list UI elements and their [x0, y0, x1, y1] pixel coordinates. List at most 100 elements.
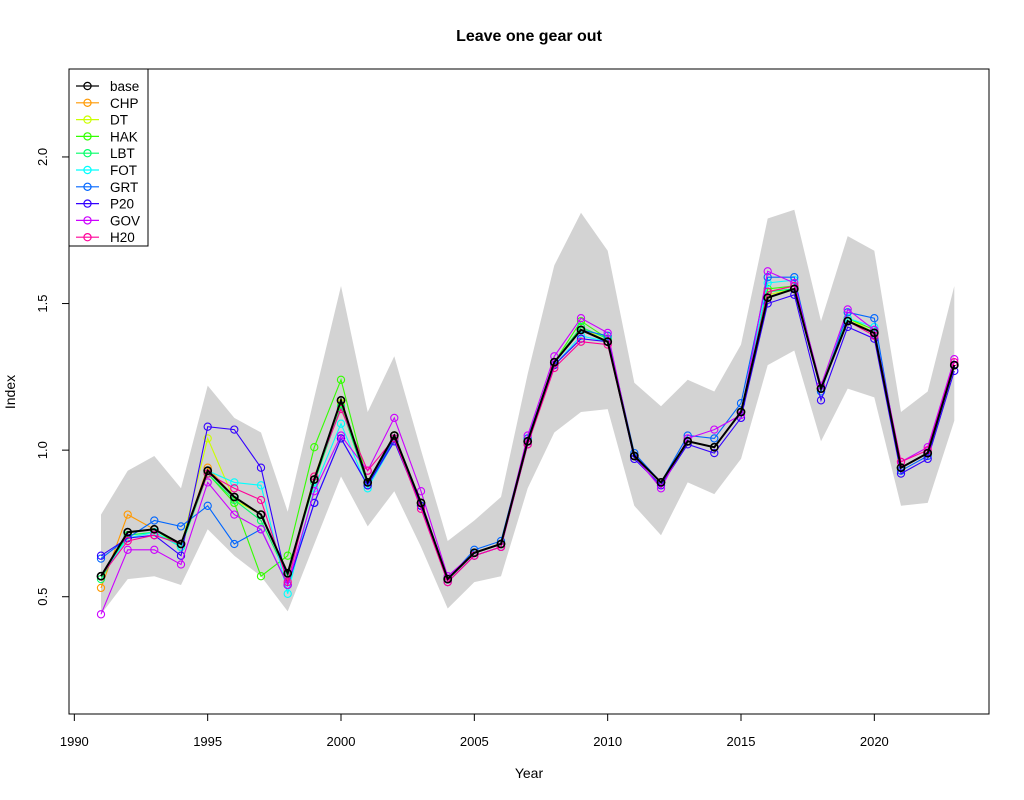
data-point-p20	[96, 551, 106, 560]
data-point-base	[256, 510, 266, 519]
data-point-base	[656, 477, 666, 487]
legend-item-gov: GOV	[76, 213, 140, 228]
data-point-p20	[203, 422, 212, 431]
legend-item-h20: H20	[76, 230, 135, 245]
legend-label: H20	[110, 230, 135, 245]
legend-marker	[83, 98, 92, 108]
data-point-grt	[870, 314, 879, 323]
legend-label: base	[110, 79, 139, 94]
x-tick-label: 1990	[60, 734, 89, 749]
data-point-gov	[96, 610, 106, 619]
legend-marker	[83, 132, 92, 141]
x-tick-label: 2005	[460, 734, 489, 749]
data-point-p20	[176, 551, 186, 560]
data-point-p20	[816, 396, 826, 405]
y-axis: 0.5 1.0 1.5 2.0	[35, 148, 70, 606]
data-point-grt	[203, 501, 212, 510]
x-tick-label: 1995	[193, 734, 222, 749]
data-point-base	[96, 571, 106, 581]
data-point-base	[283, 568, 293, 578]
x-tick-label: 2020	[860, 734, 889, 749]
data-point-gov	[843, 305, 852, 314]
series-line-gov	[100, 270, 955, 615]
data-point-base	[896, 463, 906, 473]
y-axis-label: Index	[2, 375, 18, 409]
data-point-base	[949, 360, 959, 370]
series-base	[96, 284, 959, 584]
legend-label: LBT	[110, 146, 135, 161]
chart-title: Leave one gear out	[456, 28, 602, 45]
legend-marker	[83, 182, 92, 191]
data-point-grt	[96, 554, 106, 563]
legend-item-p20: P20	[76, 197, 134, 212]
data-point-dt	[203, 434, 212, 443]
x-axis: 1990 1995 2000 2005 2010 2015 2020	[60, 713, 889, 749]
legend-label: GRT	[110, 180, 138, 195]
legend-marker	[83, 232, 92, 242]
y-tick-label: 1.0	[35, 441, 50, 459]
legend-marker	[83, 199, 92, 208]
data-point-gov	[123, 545, 132, 554]
data-point-h20	[256, 495, 266, 505]
legend-item-base: base	[76, 79, 139, 94]
legend-label: GOV	[110, 213, 140, 228]
data-point-base	[523, 436, 533, 446]
data-point-base	[576, 325, 586, 335]
data-point-h20	[123, 536, 132, 546]
legend-item-hak: HAK	[76, 129, 138, 144]
x-tick-label: 2010	[593, 734, 622, 749]
data-point-base	[923, 448, 933, 458]
data-point-p20	[923, 454, 932, 464]
x-tick-label: 2015	[727, 734, 756, 749]
data-point-fot	[283, 589, 292, 598]
data-point-base	[469, 548, 479, 558]
data-point-base	[763, 293, 773, 303]
data-point-base	[629, 451, 639, 461]
data-point-chp	[96, 583, 106, 593]
data-point-base	[229, 492, 239, 502]
data-point-fot	[336, 419, 346, 428]
data-point-gov	[390, 413, 399, 423]
y-tick-label: 2.0	[35, 148, 50, 166]
data-point-gov	[603, 328, 612, 338]
data-point-h20	[230, 484, 239, 493]
data-point-gov	[150, 545, 159, 554]
data-point-p20	[896, 469, 906, 478]
data-point-hak	[310, 443, 319, 452]
legend-label: CHP	[110, 96, 139, 111]
x-axis-label: Year	[515, 765, 544, 781]
data-point-gov	[256, 525, 266, 534]
y-tick-label: 1.5	[35, 295, 50, 313]
data-point-base	[363, 477, 373, 487]
data-point-base	[816, 384, 826, 393]
y-tick-label: 0.5	[35, 588, 50, 606]
legend-label: DT	[110, 113, 128, 128]
data-point-grt	[790, 273, 799, 282]
data-point-fot	[230, 478, 239, 487]
data-point-h20	[576, 337, 586, 346]
data-point-gov	[576, 314, 586, 323]
data-point-base	[549, 357, 559, 367]
data-point-base	[736, 407, 746, 417]
data-point-base	[176, 539, 186, 549]
data-point-grt	[150, 516, 159, 525]
legend-item-dt: DT	[76, 113, 128, 128]
data-point-base	[683, 436, 693, 446]
data-point-grt	[230, 539, 239, 549]
legend-item-fot: FOT	[76, 163, 137, 178]
legend-marker	[83, 81, 92, 91]
data-point-hak	[256, 572, 266, 581]
data-point-base	[123, 527, 133, 537]
data-point-base	[149, 524, 159, 534]
legend-marker	[83, 165, 92, 175]
data-point-base	[443, 574, 453, 584]
data-point-base	[843, 316, 853, 326]
data-point-base	[789, 284, 799, 294]
legend-label: HAK	[110, 129, 138, 144]
data-point-base	[709, 442, 719, 452]
data-point-base	[336, 395, 346, 405]
data-point-hak	[336, 375, 346, 384]
legend-label: FOT	[110, 163, 137, 178]
data-point-h20	[283, 577, 292, 587]
confidence-band	[101, 209, 955, 615]
